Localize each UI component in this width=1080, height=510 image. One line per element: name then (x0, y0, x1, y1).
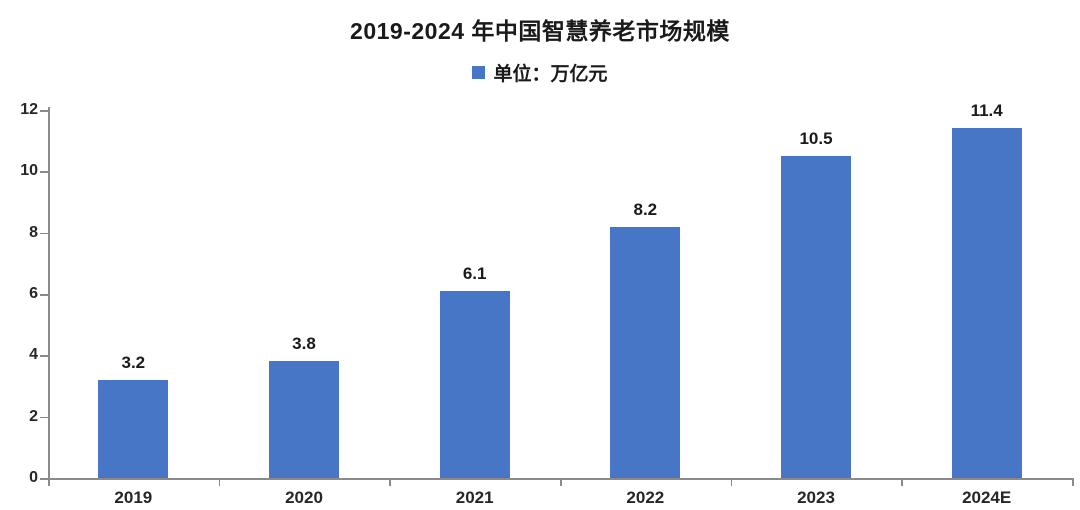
x-axis-category-label: 2022 (626, 488, 665, 507)
y-axis-tick-label: 10 (20, 162, 38, 180)
bar-value-label: 11.4 (970, 101, 1003, 121)
bar (439, 290, 510, 478)
bar (781, 156, 851, 478)
x-axis-category-label: 2020 (285, 488, 323, 507)
bar-value-label: 10.5 (799, 129, 833, 148)
x-axis-category-label: 2021 (455, 488, 494, 507)
y-axis-tick (40, 232, 48, 235)
x-axis-tick (389, 478, 391, 486)
x-axis-tick (1072, 478, 1074, 486)
x-axis-category-label: 2024E (962, 488, 1012, 507)
y-axis-tick-label: 4 (29, 346, 38, 364)
y-axis-tick-label: 0 (29, 469, 38, 486)
y-axis-tick-label: 2 (29, 407, 38, 425)
x-axis-tick (218, 478, 221, 486)
x-axis-category-label: 2019 (114, 488, 153, 507)
bar (951, 128, 1022, 478)
bar-value-label: 8.2 (633, 199, 658, 219)
y-axis-tick-label: 6 (29, 285, 38, 302)
bar-value-label: 3.2 (121, 352, 146, 372)
legend: 单位：万亿元 (0, 59, 1080, 86)
x-axis-category-label: 2023 (797, 488, 835, 507)
y-axis-line (48, 107, 50, 478)
x-axis-tick (560, 478, 562, 486)
y-axis-tick (40, 355, 48, 357)
x-axis-tick (730, 478, 733, 486)
y-axis-tick (40, 294, 48, 296)
y-axis-tick (40, 478, 48, 480)
y-axis-tick (40, 416, 48, 419)
y-axis-tick-label: 12 (20, 101, 38, 118)
x-axis-tick (901, 478, 903, 486)
x-axis-tick (48, 478, 50, 486)
legend-label: 单位：万亿元 (493, 64, 608, 85)
legend-square-icon (472, 66, 486, 79)
bar-value-label: 6.1 (462, 263, 487, 283)
bar (610, 226, 681, 478)
y-axis-tick (40, 171, 48, 173)
bar (98, 379, 169, 478)
y-axis-tick-label: 8 (29, 223, 38, 241)
chart-title: 2019-2024 年中国智慧养老市场规模 (350, 18, 730, 44)
bar (269, 361, 339, 478)
y-axis-tick (40, 110, 48, 112)
bar-value-label: 3.8 (292, 334, 316, 354)
